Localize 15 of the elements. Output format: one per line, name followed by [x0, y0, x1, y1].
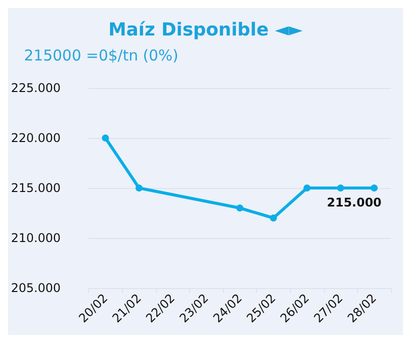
data-label: 215.000 [326, 196, 382, 210]
chart-title: Maíz Disponible ◄► [108, 20, 303, 40]
point [337, 184, 344, 192]
point [236, 204, 244, 212]
y-tick-label: 225.000 [11, 81, 61, 95]
chart-subtitle: 215000 =0$/tn (0%) [24, 46, 178, 64]
point [270, 214, 277, 222]
point [304, 184, 311, 192]
point [370, 184, 378, 192]
y-tick-label: 205.000 [11, 281, 61, 295]
point [136, 184, 143, 192]
y-tick-label: 220.000 [11, 131, 61, 145]
y-tick-label: 210.000 [11, 231, 61, 245]
point [102, 134, 109, 142]
y-tick-label: 215.000 [11, 181, 61, 195]
